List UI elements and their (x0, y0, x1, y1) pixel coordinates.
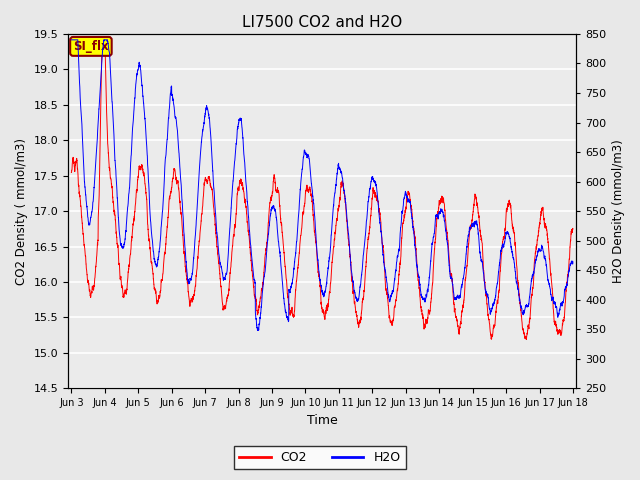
Y-axis label: H2O Density (mmol/m3): H2O Density (mmol/m3) (612, 139, 625, 283)
Y-axis label: CO2 Density ( mmol/m3): CO2 Density ( mmol/m3) (15, 138, 28, 285)
Title: LI7500 CO2 and H2O: LI7500 CO2 and H2O (242, 15, 403, 30)
X-axis label: Time: Time (307, 414, 337, 427)
Legend: CO2, H2O: CO2, H2O (234, 446, 406, 469)
Text: SI_flx: SI_flx (73, 40, 109, 53)
